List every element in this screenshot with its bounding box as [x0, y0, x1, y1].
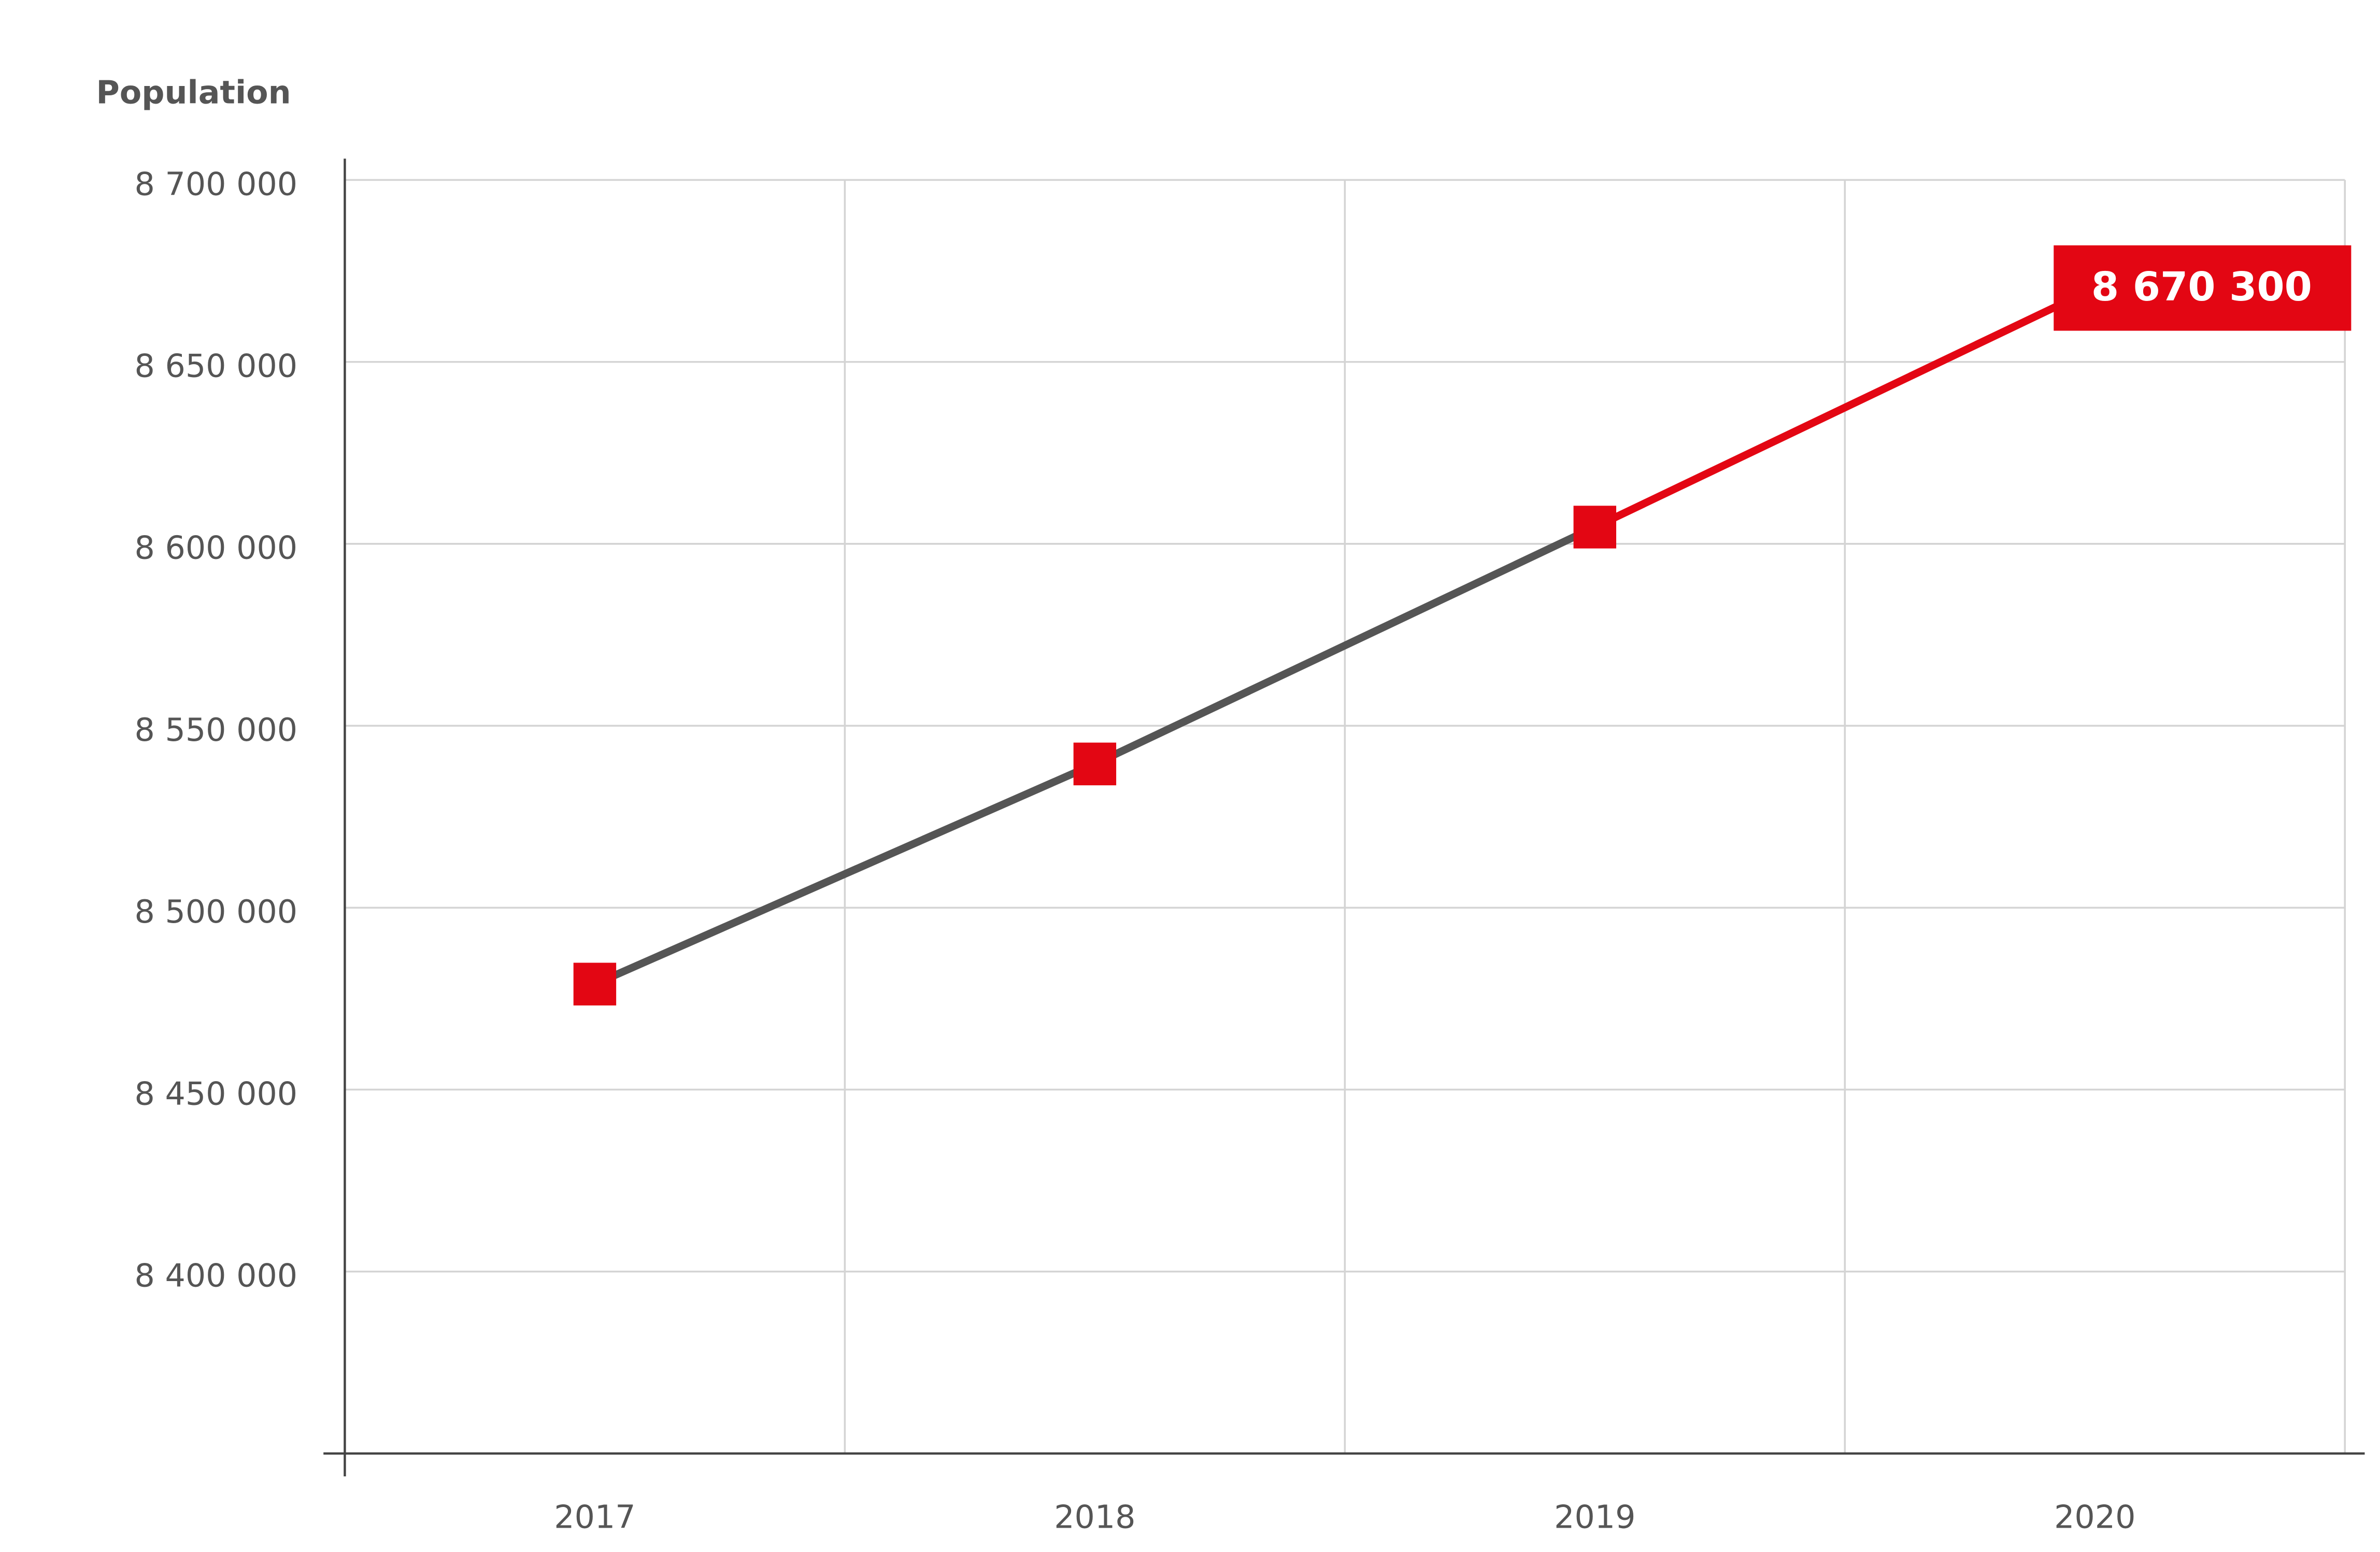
- y-axis-title: Population: [96, 74, 291, 111]
- x-tick-label: 2018: [1054, 1498, 1135, 1535]
- y-tick-label: 8 500 000: [135, 893, 298, 930]
- x-tick-label: 2020: [2054, 1498, 2135, 1535]
- y-tick-label: 8 650 000: [135, 347, 298, 384]
- value-label: 8 670 300: [2091, 264, 2312, 310]
- marker: [1573, 506, 1617, 549]
- value-label-box: [2054, 245, 2352, 331]
- line-segment: [593, 760, 1096, 988]
- y-tick-label: 8 450 000: [135, 1075, 298, 1112]
- y-tick-label: 8 700 000: [135, 165, 298, 203]
- y-tick-label: 8 400 000: [135, 1257, 298, 1294]
- y-tick-label: 8 550 000: [135, 711, 298, 749]
- marker: [1073, 742, 1117, 785]
- line-segment: [1093, 523, 1597, 768]
- x-tick-label: 2017: [554, 1498, 635, 1535]
- x-tick-label: 2019: [1554, 1498, 1635, 1535]
- y-tick-label: 8 600 000: [135, 529, 298, 567]
- marker: [573, 962, 617, 1005]
- line-segment: [1593, 284, 2097, 531]
